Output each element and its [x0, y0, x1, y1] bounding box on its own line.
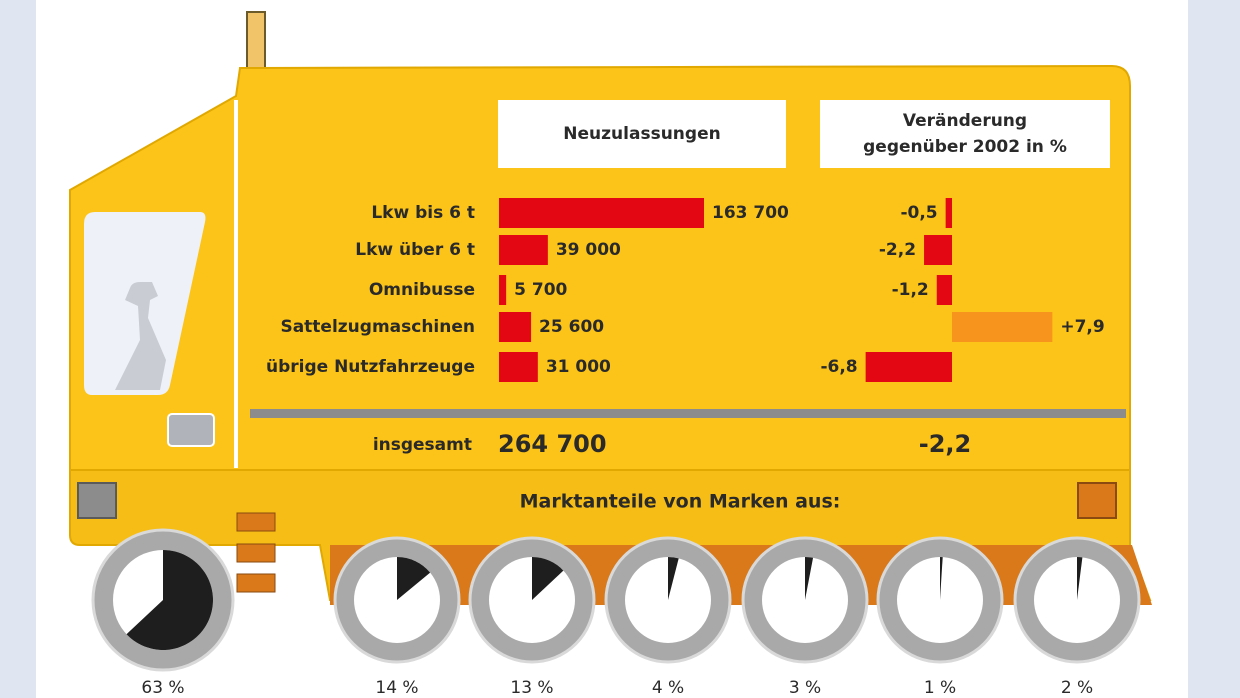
category-label: Lkw bis 6 t — [371, 203, 475, 223]
door-handle — [167, 413, 215, 447]
total-value: 264 700 — [498, 430, 607, 458]
value-label: 4 % — [652, 678, 684, 698]
pie-slice — [397, 557, 431, 600]
light — [1077, 482, 1117, 519]
driver — [115, 282, 166, 390]
header-box — [820, 100, 1110, 168]
value-label: 3 % — [789, 678, 821, 698]
change-bar — [945, 198, 952, 228]
category-label: übrige Nutzfahrzeuge — [266, 357, 475, 377]
bar — [499, 275, 507, 305]
change-title-box: Veränderung gegenüber 2002 in % — [863, 111, 1067, 157]
value-label: -6,8 — [820, 357, 857, 377]
change-bar — [952, 312, 1053, 342]
vent — [236, 573, 276, 593]
bar — [499, 198, 704, 228]
value-label: +7,9 — [1060, 317, 1104, 337]
value-label: 13 % — [510, 678, 553, 698]
value-label: 1 % — [924, 678, 956, 698]
category-label: Sattelzugmaschinen — [280, 317, 475, 337]
bar — [499, 235, 548, 265]
change-bar — [865, 352, 952, 382]
header-box — [498, 100, 786, 168]
pie-slice — [940, 557, 943, 600]
pie-slice — [532, 557, 564, 600]
value-label: 2 % — [1061, 678, 1093, 698]
divider — [250, 409, 1126, 418]
vent — [236, 543, 276, 563]
change-bar — [924, 235, 952, 265]
value-label: 5 700 — [514, 280, 567, 300]
value-label: 63 % — [141, 678, 184, 698]
value-label: 163 700 — [712, 203, 789, 223]
pie-slice — [1077, 557, 1083, 600]
category-label: Lkw über 6 t — [355, 240, 475, 260]
change-title: Veränderung gegenüber 2002 in % — [863, 111, 1067, 157]
exhaust — [246, 11, 266, 75]
value-label: 25 600 — [539, 317, 604, 337]
pie-slice — [126, 550, 214, 650]
bar — [499, 352, 538, 382]
change-bar — [936, 275, 952, 305]
value-label: 39 000 — [556, 240, 621, 260]
pie-slice — [805, 557, 814, 600]
value-label: -2,2 — [879, 240, 916, 260]
value-label: -0,5 — [900, 203, 937, 223]
value-label: 14 % — [375, 678, 418, 698]
value-label: 31 000 — [546, 357, 611, 377]
value-label: -1,2 — [892, 280, 929, 300]
total-label: insgesamt — [373, 435, 472, 455]
bar — [499, 312, 532, 342]
total-change: -2,2 — [919, 430, 971, 458]
bar-title: Neuzulassungen — [563, 124, 720, 144]
vent — [236, 512, 276, 532]
category-label: Omnibusse — [369, 280, 475, 300]
pie-title: Marktanteile von Marken aus: — [520, 491, 841, 513]
light — [77, 482, 117, 519]
pie-slice — [668, 557, 679, 600]
